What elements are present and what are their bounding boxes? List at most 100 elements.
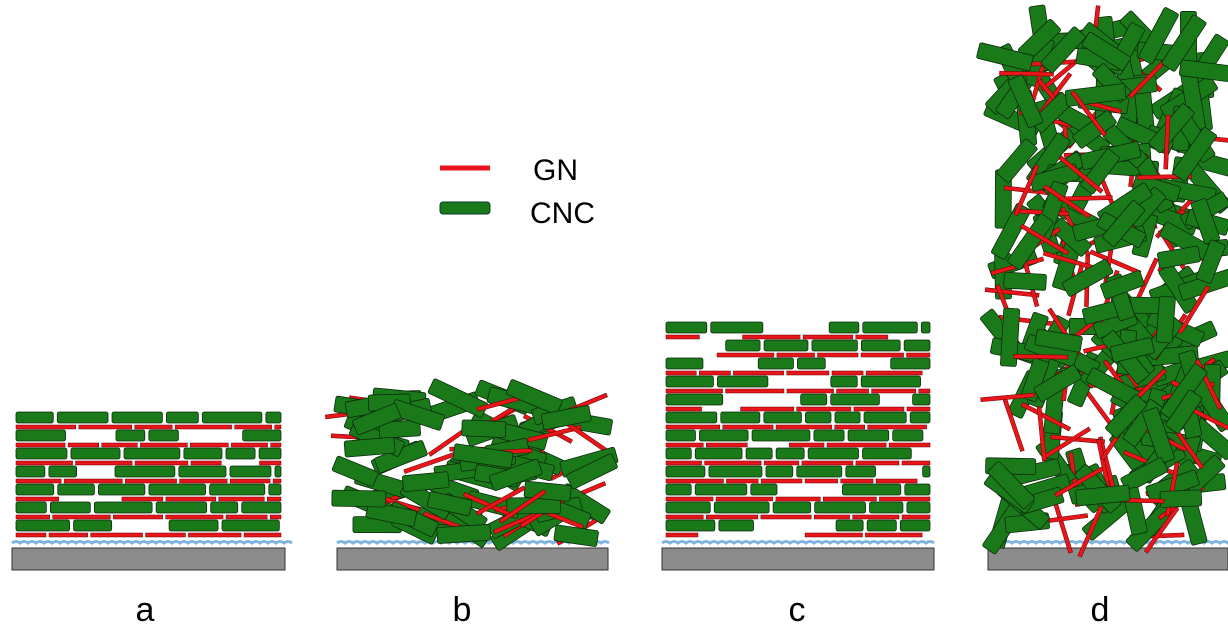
- cnc: [178, 465, 227, 478]
- cnc: [805, 411, 832, 424]
- cnc: [866, 519, 897, 532]
- gn: [243, 532, 282, 538]
- cnc: [1062, 258, 1114, 297]
- legend-label: GN: [533, 154, 578, 187]
- gn: [269, 514, 282, 520]
- cnc: [763, 411, 802, 424]
- gn: [706, 442, 748, 448]
- cnc: [904, 483, 931, 496]
- cnc: [751, 429, 811, 442]
- gn: [15, 532, 47, 538]
- substrate: [661, 547, 935, 571]
- gn: [860, 352, 904, 358]
- gn: [865, 532, 923, 538]
- gn: [1013, 354, 1069, 360]
- cnc: [665, 501, 711, 514]
- cnc: [1075, 484, 1131, 507]
- cnc: [665, 447, 692, 460]
- gn: [901, 460, 931, 466]
- cnc: [862, 321, 918, 334]
- gn: [665, 532, 699, 538]
- gn: [706, 514, 759, 520]
- cnc: [718, 519, 754, 532]
- cnc: [49, 501, 91, 514]
- gn: [190, 442, 229, 448]
- cnc: [1105, 394, 1148, 439]
- gn: [165, 496, 217, 502]
- gn: [231, 442, 268, 448]
- gn: [90, 532, 143, 538]
- gn: [665, 478, 724, 484]
- gn: [879, 496, 931, 502]
- gn: [174, 424, 232, 430]
- cnc: [331, 489, 387, 508]
- gn: [906, 406, 931, 412]
- cnc: [860, 375, 921, 388]
- cnc: [906, 501, 931, 514]
- cnc: [665, 357, 704, 370]
- gn: [665, 370, 697, 376]
- cnc: [912, 393, 931, 406]
- gn: [1020, 223, 1070, 256]
- cnc: [665, 321, 708, 334]
- gn: [270, 442, 282, 448]
- cnc: [168, 519, 219, 532]
- legend-cnc-swatch: [439, 201, 491, 215]
- gn: [1177, 285, 1211, 335]
- cnc: [665, 483, 692, 496]
- cnc: [57, 483, 95, 496]
- gn: [1020, 402, 1072, 432]
- cnc: [265, 411, 282, 424]
- cnc: [229, 465, 272, 478]
- legend-label: CNC: [530, 197, 595, 230]
- gn: [888, 442, 931, 448]
- cnc: [909, 411, 931, 424]
- cnc: [713, 501, 770, 514]
- gn: [786, 388, 834, 394]
- cnc: [860, 339, 901, 352]
- gn: [804, 532, 863, 538]
- cnc: [1109, 337, 1155, 363]
- cnc: [1142, 407, 1175, 464]
- interlayer: [11, 540, 293, 545]
- gn: [834, 424, 866, 430]
- interlayer: [661, 540, 935, 545]
- cnc: [665, 411, 718, 424]
- cnc: [665, 375, 714, 388]
- gn: [134, 460, 189, 466]
- cnc: [225, 447, 256, 460]
- gn: [789, 442, 825, 448]
- cnc: [452, 443, 514, 469]
- gn: [699, 370, 731, 376]
- gn: [15, 460, 73, 466]
- cnc: [763, 339, 809, 352]
- gn: [852, 514, 900, 520]
- gn: [179, 478, 228, 484]
- cnc: [114, 465, 176, 478]
- cnc: [331, 455, 379, 487]
- gn: [145, 532, 186, 538]
- gn: [796, 406, 852, 412]
- cnc: [352, 403, 402, 436]
- panel-label: c: [789, 591, 806, 628]
- gn: [665, 406, 702, 412]
- cnc: [811, 339, 858, 352]
- cnc: [15, 465, 46, 478]
- gn: [865, 370, 923, 376]
- cnc: [1034, 328, 1083, 353]
- cnc: [111, 411, 163, 424]
- cnc: [1003, 271, 1047, 291]
- cnc: [1138, 7, 1179, 65]
- cnc: [863, 411, 907, 424]
- cnc: [813, 429, 845, 442]
- gn: [918, 388, 931, 394]
- gn: [1143, 506, 1180, 554]
- gn: [813, 514, 850, 520]
- gn: [836, 388, 869, 394]
- cnc: [461, 419, 507, 438]
- gn: [15, 496, 59, 502]
- gn: [906, 352, 931, 358]
- cnc: [1178, 59, 1228, 83]
- cnc: [505, 379, 563, 415]
